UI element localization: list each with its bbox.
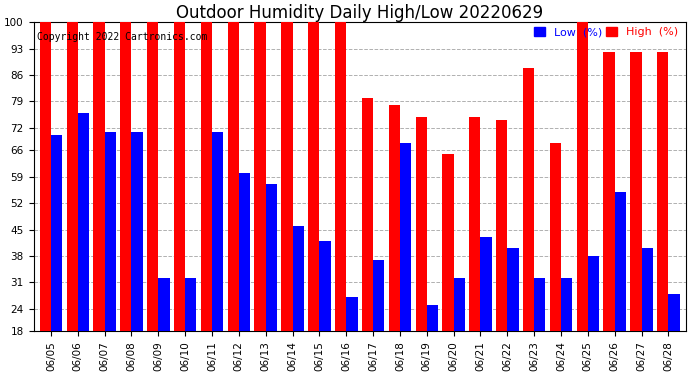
Bar xyxy=(496,120,507,331)
Bar xyxy=(657,53,669,331)
Bar xyxy=(105,132,116,331)
Bar xyxy=(93,22,105,331)
Bar xyxy=(132,132,143,331)
Bar xyxy=(588,256,599,331)
Bar xyxy=(400,143,411,331)
Bar xyxy=(174,22,185,331)
Bar xyxy=(66,22,78,331)
Bar xyxy=(201,22,212,331)
Bar xyxy=(534,279,545,331)
Bar xyxy=(158,279,170,331)
Title: Outdoor Humidity Daily High/Low 20220629: Outdoor Humidity Daily High/Low 20220629 xyxy=(176,4,543,22)
Bar xyxy=(362,98,373,331)
Bar xyxy=(120,22,132,331)
Bar xyxy=(480,237,492,331)
Bar xyxy=(228,22,239,331)
Bar xyxy=(282,22,293,331)
Bar xyxy=(147,22,158,331)
Bar xyxy=(453,279,465,331)
Bar xyxy=(335,22,346,331)
Bar xyxy=(415,117,427,331)
Bar xyxy=(442,154,453,331)
Bar xyxy=(212,132,224,331)
Bar xyxy=(40,22,51,331)
Bar xyxy=(523,68,534,331)
Bar xyxy=(550,143,561,331)
Bar xyxy=(266,184,277,331)
Bar xyxy=(293,226,304,331)
Bar xyxy=(507,248,519,331)
Bar xyxy=(346,297,357,331)
Bar xyxy=(427,305,438,331)
Bar xyxy=(630,53,642,331)
Bar xyxy=(51,135,62,331)
Text: Copyright 2022 Cartronics.com: Copyright 2022 Cartronics.com xyxy=(37,32,207,42)
Bar xyxy=(255,22,266,331)
Bar xyxy=(577,22,588,331)
Bar xyxy=(78,113,89,331)
Bar xyxy=(615,192,626,331)
Bar xyxy=(669,294,680,331)
Bar xyxy=(373,260,384,331)
Legend: Low  (%), High  (%): Low (%), High (%) xyxy=(532,25,680,39)
Bar xyxy=(561,279,572,331)
Bar xyxy=(308,22,319,331)
Bar xyxy=(642,248,653,331)
Bar xyxy=(469,117,480,331)
Bar xyxy=(388,105,400,331)
Bar xyxy=(604,53,615,331)
Bar xyxy=(319,241,331,331)
Bar xyxy=(239,173,250,331)
Bar xyxy=(185,279,197,331)
